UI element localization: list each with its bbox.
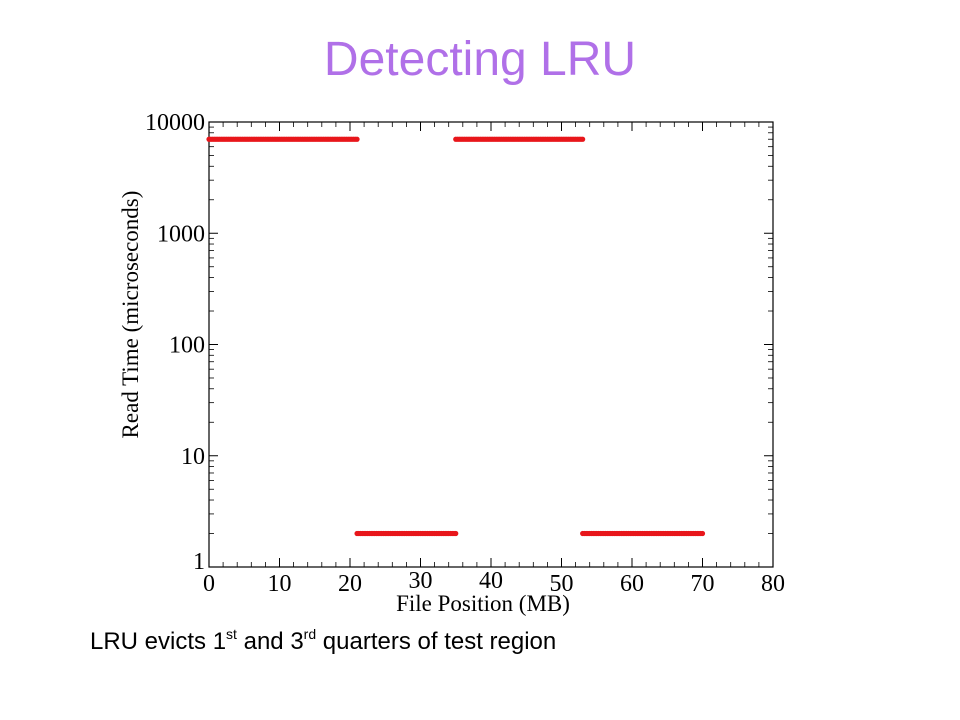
- caption-superscript-2: rd: [303, 626, 317, 642]
- data-point: [580, 136, 586, 142]
- y-axis-label: Read Time (microseconds): [118, 191, 143, 439]
- data-point: [699, 530, 706, 537]
- x-tick-label: 40: [479, 568, 503, 594]
- major-ticks: [208, 121, 774, 568]
- y-tick-label: 10: [181, 444, 205, 470]
- x-tick-label: 80: [761, 571, 785, 597]
- minor-ticks: [209, 122, 773, 567]
- y-tick-labels: 1 10 100 1000 10000: [145, 110, 205, 575]
- caption-text-3: quarters of test region: [316, 628, 557, 655]
- caption-superscript-1: st: [226, 626, 237, 642]
- x-tick-label: 20: [338, 571, 362, 597]
- y-tick-label: 1: [193, 549, 205, 575]
- y-tick-label: 100: [169, 333, 205, 359]
- x-tick-label: 60: [620, 571, 644, 597]
- y-tick-label: 1000: [157, 221, 205, 247]
- slide-title: Detecting LRU: [323, 33, 637, 86]
- caption-text-1: LRU evicts 1: [90, 628, 227, 655]
- x-tick-label: 10: [268, 571, 292, 597]
- x-tick-label: 0: [203, 571, 215, 597]
- x-tick-label: 70: [691, 571, 715, 597]
- data-point: [453, 530, 459, 537]
- x-tick-labels: 0 10 20 30 40 50 60 70 80: [203, 568, 785, 597]
- data-point: [354, 136, 360, 142]
- y-tick-label: 10000: [145, 110, 205, 136]
- caption-text-2: and 3: [236, 628, 304, 655]
- x-tick-label: 50: [550, 571, 574, 597]
- x-axis-label: File Position (MB): [396, 591, 570, 616]
- x-tick-label: 30: [409, 568, 433, 594]
- data-points: [206, 136, 706, 537]
- slide-caption: LRU evicts 1st and 3rd quarters of test …: [90, 626, 890, 658]
- plot-frame: [208, 121, 774, 568]
